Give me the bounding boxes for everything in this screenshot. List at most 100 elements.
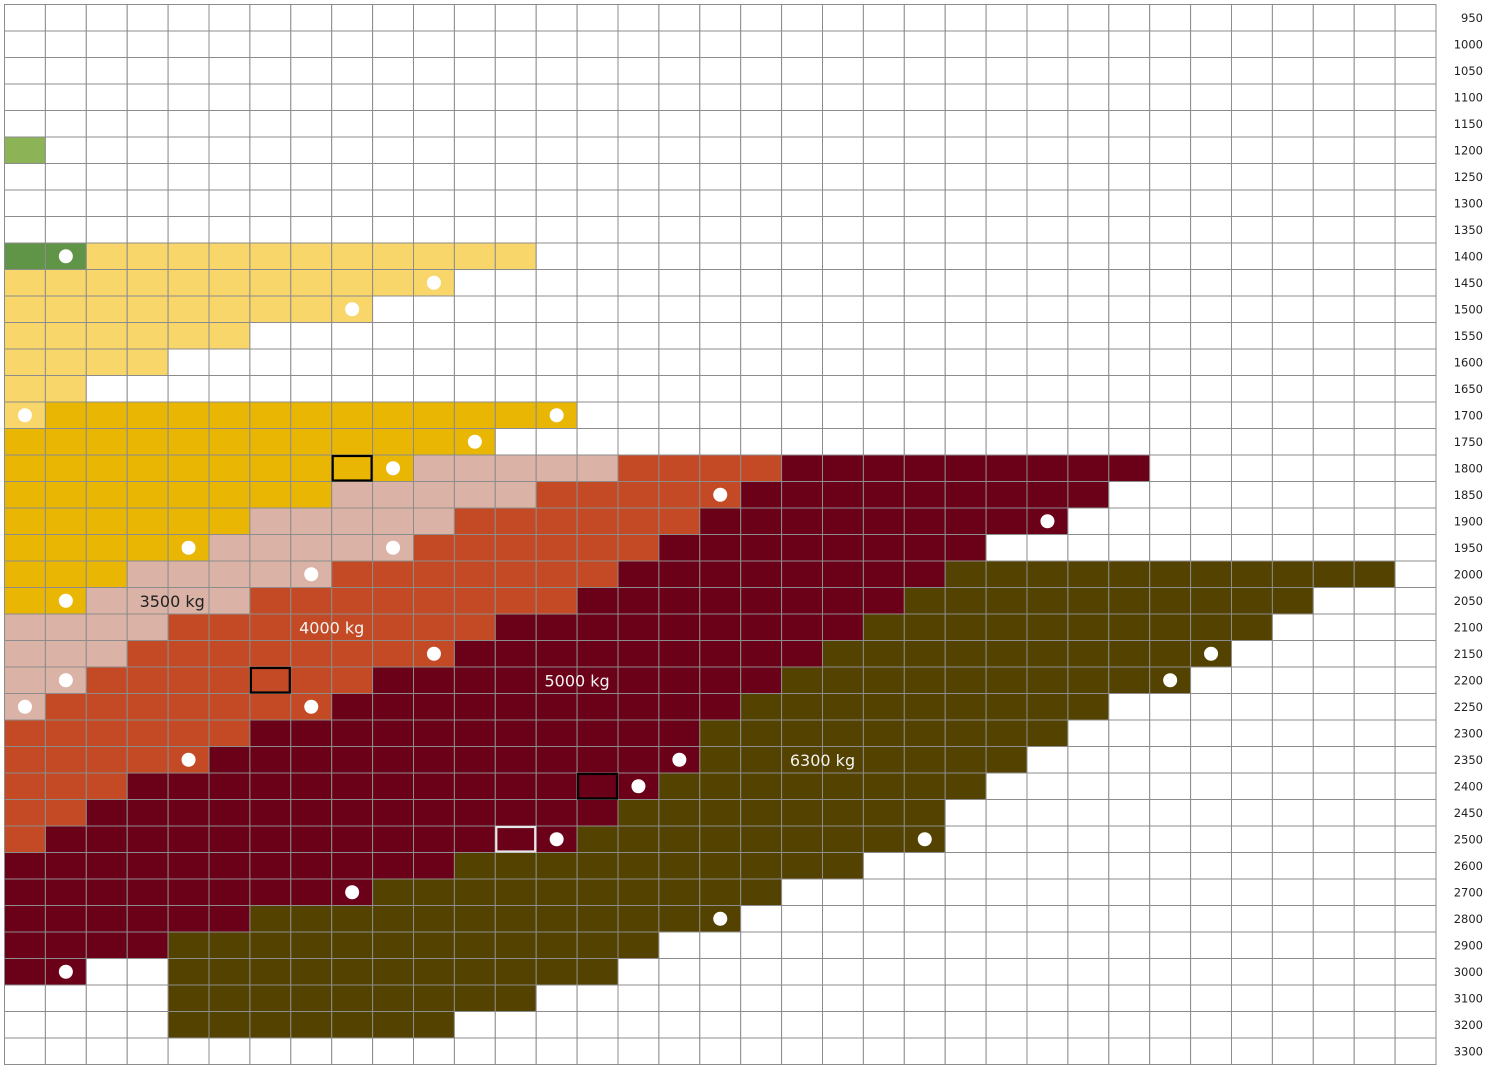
- grid-cell: [1067, 136, 1110, 164]
- grid-cell: [1231, 984, 1273, 1012]
- grid-cell: [781, 163, 823, 191]
- grid-cell: [126, 216, 169, 244]
- grid-cell: [453, 931, 496, 959]
- grid-cell: [4, 799, 46, 827]
- region-label: 3500 kg: [140, 592, 205, 611]
- grid-cell: [372, 481, 415, 509]
- grid-cell: [1353, 30, 1396, 58]
- grid-cell: [576, 375, 619, 403]
- grid-cell: [1190, 242, 1232, 270]
- grid-cell: [781, 587, 823, 615]
- grid-cell: [1231, 189, 1273, 217]
- grid-cell: [1149, 401, 1192, 429]
- grid-cell: [1353, 746, 1396, 774]
- grid-cell: [1353, 454, 1396, 482]
- grid-cell: [126, 984, 169, 1012]
- grid-cell: [944, 428, 987, 456]
- grid-cell: [1271, 958, 1314, 986]
- grid-cell: [1394, 1037, 1437, 1065]
- grid-cell: [85, 746, 128, 774]
- grid-cell: [208, 4, 251, 32]
- grid-cell: [413, 746, 455, 774]
- grid-cell: [4, 587, 46, 615]
- grid-cell: [1067, 878, 1110, 906]
- grid-cell: [822, 348, 864, 376]
- grid-cell: [1394, 375, 1437, 403]
- grid-cell: [1394, 507, 1437, 535]
- y-tick-label: 2400: [1454, 779, 1483, 793]
- grid-cell: [862, 428, 905, 456]
- grid-cell: [1149, 640, 1192, 668]
- grid-cell: [290, 746, 333, 774]
- grid-cell: [1231, 587, 1273, 615]
- grid-cell: [290, 772, 333, 800]
- grid-cell: [413, 958, 455, 986]
- grid-cell: [1108, 348, 1151, 376]
- grid-cell: [862, 110, 905, 138]
- grid-cell: [1108, 401, 1151, 429]
- grid-cell: [1394, 401, 1437, 429]
- grid-cell: [1026, 428, 1069, 456]
- grid-cell: [944, 931, 987, 959]
- y-tick-label: 3200: [1454, 1018, 1483, 1032]
- grid-cell: [862, 666, 905, 694]
- grid-cell: [85, 719, 128, 747]
- grid-cell: [617, 4, 660, 32]
- grid-cell: [576, 242, 619, 270]
- grid-cell: [617, 799, 660, 827]
- grid-cell: [944, 322, 987, 350]
- grid-cell: [249, 825, 292, 853]
- grid-cell: [1108, 878, 1151, 906]
- grid-cell: [535, 110, 578, 138]
- grid-cell: [1394, 428, 1437, 456]
- grid-cell: [290, 534, 333, 562]
- grid-cell: [1190, 1011, 1232, 1039]
- grid-cell: [985, 693, 1028, 721]
- grid-cell: [576, 852, 619, 880]
- grid-cell: [249, 322, 292, 350]
- grid-cell: [1271, 136, 1314, 164]
- grid-cell: [699, 1011, 742, 1039]
- grid-cell: [1026, 83, 1069, 111]
- grid-cell: [208, 242, 251, 270]
- grid-cell: [944, 242, 987, 270]
- grid-cell: [1190, 110, 1232, 138]
- grid-cell: [1190, 878, 1232, 906]
- grid-cell: [1108, 295, 1151, 323]
- grid-cell: [85, 322, 128, 350]
- grid-cell: [1231, 507, 1273, 535]
- grid-cell: [699, 30, 742, 58]
- grid-cell: [126, 375, 169, 403]
- grid-cell: [1312, 1011, 1355, 1039]
- grid-cell: [249, 878, 292, 906]
- grid-cell: [44, 931, 87, 959]
- grid-cell: [85, 216, 128, 244]
- grid-cell: [44, 825, 87, 853]
- grid-cell: [985, 163, 1028, 191]
- point-marker: [58, 964, 73, 979]
- grid-cell: [331, 984, 374, 1012]
- grid-cell: [944, 454, 987, 482]
- grid-cell: [781, 401, 823, 429]
- point-marker: [549, 408, 564, 423]
- grid-cell: [413, 878, 455, 906]
- y-tick-label: 1350: [1454, 223, 1483, 237]
- grid-cell: [576, 640, 619, 668]
- grid-cell: [781, 269, 823, 297]
- grid-cell: [699, 799, 742, 827]
- grid-cell: [617, 852, 660, 880]
- grid-cell: [1067, 401, 1110, 429]
- grid-cell: [1149, 905, 1192, 933]
- grid-cell: [208, 719, 251, 747]
- grid-cell: [44, 560, 87, 588]
- grid-cell: [331, 1037, 374, 1065]
- grid-cell: [126, 958, 169, 986]
- grid-cell: [1067, 57, 1110, 85]
- grid-cell: [453, 825, 496, 853]
- grid-cell: [699, 428, 742, 456]
- grid-cell: [290, 1037, 333, 1065]
- y-tick-label: 2500: [1454, 832, 1483, 846]
- grid-cell: [1190, 719, 1232, 747]
- grid-cell: [1231, 905, 1273, 933]
- grid-cell: [944, 269, 987, 297]
